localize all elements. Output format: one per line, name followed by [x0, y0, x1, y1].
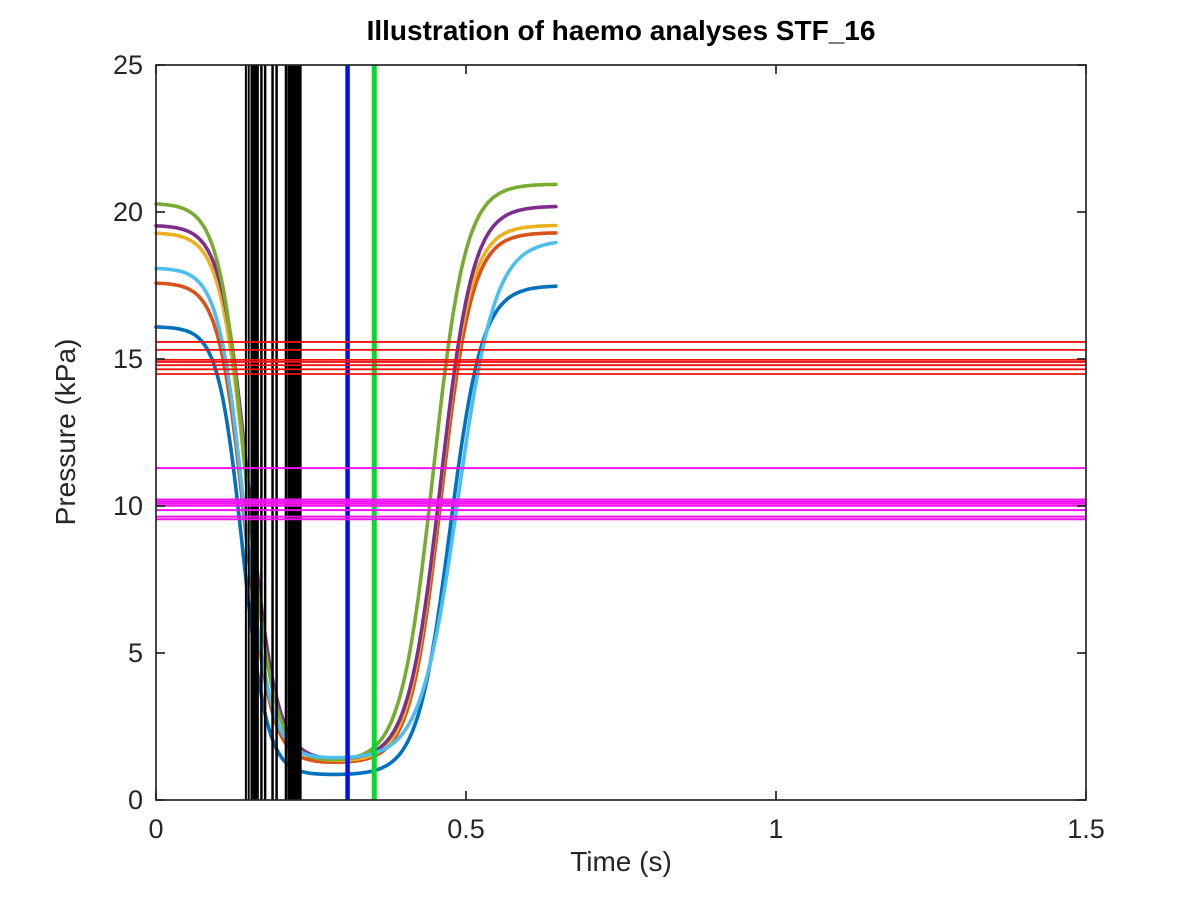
- y-tick-label: 20: [113, 197, 143, 227]
- series-curve-4-purple: [154, 204, 558, 761]
- x-tick-label: 0: [148, 814, 163, 844]
- y-axis-label: Pressure (kPa): [50, 338, 81, 526]
- chart-title: Illustration of haemo analyses STF_16: [366, 15, 876, 46]
- x-tick-label: 1.5: [1067, 814, 1105, 844]
- y-tick-label: 0: [128, 785, 143, 815]
- x-tick-label: 0.5: [447, 814, 485, 844]
- y-tick-label: 25: [113, 50, 143, 80]
- series-curve-6-cyan: [154, 240, 558, 760]
- y-tick-label: 5: [128, 638, 143, 668]
- x-tick-label: 1: [768, 814, 783, 844]
- series-curve-3-yellow: [154, 223, 558, 763]
- y-tick-label: 10: [113, 491, 143, 521]
- y-tick-label: 15: [113, 344, 143, 374]
- x-axis-label: Time (s): [570, 846, 672, 877]
- axes-box: [155, 64, 1087, 801]
